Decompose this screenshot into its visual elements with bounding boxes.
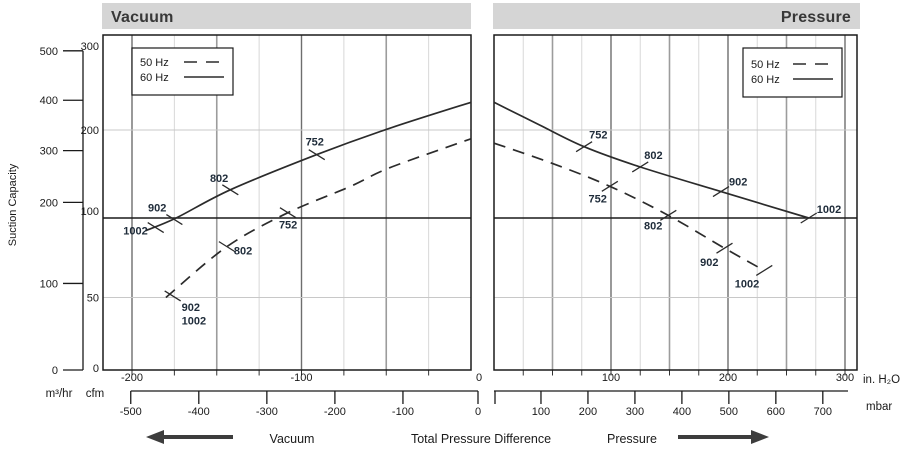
model-limit-tick <box>279 207 297 219</box>
legend-50hz-label: 50 Hz <box>751 59 780 71</box>
pressure-panel-title: Pressure <box>781 9 851 26</box>
model-limit-tick <box>712 186 730 198</box>
m3hr-unit-label: m³/hr <box>46 388 73 400</box>
model-limit-tick <box>631 161 649 173</box>
mbar-tick-label: 500 <box>720 406 738 418</box>
m3hr-tick-label: 100 <box>40 278 58 290</box>
model-limit-tick <box>308 149 326 161</box>
model-label-1002: 1002 <box>182 315 206 327</box>
curve-50hz-pressure <box>493 142 765 272</box>
mbar-tick-label: 600 <box>767 406 785 418</box>
model-label-1002: 1002 <box>735 278 759 290</box>
model-label-752: 752 <box>279 220 297 232</box>
mbar-tick-label: 400 <box>673 406 691 418</box>
plot-frame <box>102 34 472 371</box>
model-limit-tick <box>575 141 593 153</box>
model-limit-tick <box>147 221 165 234</box>
curve-50hz-vacuum <box>165 137 472 299</box>
cfm-tick-label: 300 <box>81 41 99 53</box>
plot-area-group: -200 -100-500 -400 -300 -200 -100100290280275… <box>40 34 858 418</box>
model-label-752: 752 <box>306 137 324 149</box>
model-label-802: 802 <box>234 246 252 258</box>
cfm-unit-label: cfm <box>86 388 105 400</box>
x-tick-label-inh2o: -100 <box>290 372 312 384</box>
model-limit-tick <box>755 264 773 277</box>
x-tick-label-inh2o: -200 <box>121 372 143 384</box>
cfm-tick-label: 100 <box>81 206 99 218</box>
cfm-tick-label: 50 <box>87 293 99 305</box>
legend-50hz-label: 50 Hz <box>140 57 169 69</box>
model-limit-tick <box>716 242 733 254</box>
curve-60hz-pressure <box>493 101 809 219</box>
legend-60hz-label: 60 Hz <box>751 74 780 86</box>
mbar-tick-label: -100 <box>392 406 414 418</box>
cfm-tick-label: 0 <box>93 363 99 375</box>
shared-zero-inh2o-label: 0 <box>476 372 482 384</box>
pressure-direction-arrow-icon <box>678 430 769 444</box>
legend-box <box>742 47 843 98</box>
model-label-902: 902 <box>729 177 747 189</box>
mbar-tick-label: 700 <box>814 406 832 418</box>
model-label-802: 802 <box>210 173 228 185</box>
legend-vacuum: 50 Hz 60 Hz <box>131 47 234 96</box>
model-label-802: 802 <box>644 150 662 162</box>
mbar-tick-label: -500 <box>120 406 142 418</box>
x-tick-label-inh2o: 200 <box>719 372 737 384</box>
plot-frame <box>493 34 858 371</box>
vacuum-header-band <box>102 3 471 29</box>
mbar-tick-label: -400 <box>188 406 210 418</box>
model-limit-tick <box>166 214 183 226</box>
model-label-902: 902 <box>148 203 166 215</box>
model-label-752: 752 <box>589 130 607 142</box>
model-label-802: 802 <box>644 220 662 232</box>
m3hr-tick-label: 400 <box>40 95 58 107</box>
x-tick-label-inh2o: 300 <box>836 372 854 384</box>
mbar-tick-label: 100 <box>532 406 550 418</box>
model-label-752: 752 <box>588 193 606 205</box>
vacuum-direction-arrow-icon <box>146 430 233 444</box>
model-label-902: 902 <box>182 302 200 314</box>
y-axis-title: Suction Capacity <box>7 163 19 246</box>
x-tick-label-inh2o: 100 <box>602 372 620 384</box>
mbar-unit-label: mbar <box>866 401 892 413</box>
model-limit-tick <box>800 212 818 224</box>
m3hr-tick-label: 0 <box>52 365 58 377</box>
legend-60hz-label: 60 Hz <box>140 72 169 84</box>
m3hr-tick-label: 500 <box>40 46 58 58</box>
vacuum-panel-title: Vacuum <box>111 9 174 26</box>
pressure-header-band <box>493 3 860 29</box>
curve-60hz-vacuum <box>145 101 472 232</box>
mbar-tick-label: -300 <box>256 406 278 418</box>
model-label-1002: 1002 <box>817 204 841 216</box>
footer-pressure-label: Pressure <box>607 432 657 446</box>
legend-pressure: 50 Hz 60 Hz <box>742 47 843 98</box>
footer-vacuum-label: Vacuum <box>270 432 315 446</box>
m3hr-tick-label: 200 <box>40 197 58 209</box>
model-limit-tick <box>659 209 677 221</box>
model-label-902: 902 <box>700 257 718 269</box>
mbar-tick-label: 200 <box>579 406 597 418</box>
legend-box <box>131 47 234 96</box>
cfm-tick-label: 200 <box>81 125 99 137</box>
model-limit-tick <box>164 290 182 302</box>
model-label-1002: 1002 <box>123 226 147 238</box>
shared-zero-mbar-label: 0 <box>475 406 481 418</box>
model-limit-tick <box>601 180 619 192</box>
mbar-tick-label: -200 <box>324 406 346 418</box>
mbar-tick-label: 300 <box>626 406 644 418</box>
footer-total-pressure-difference-label: Total Pressure Difference <box>411 432 551 446</box>
model-limit-tick <box>221 184 239 196</box>
inh2o-unit-label: in. H₂O <box>863 374 900 386</box>
model-limit-tick <box>218 241 236 253</box>
m3hr-tick-label: 300 <box>40 146 58 158</box>
